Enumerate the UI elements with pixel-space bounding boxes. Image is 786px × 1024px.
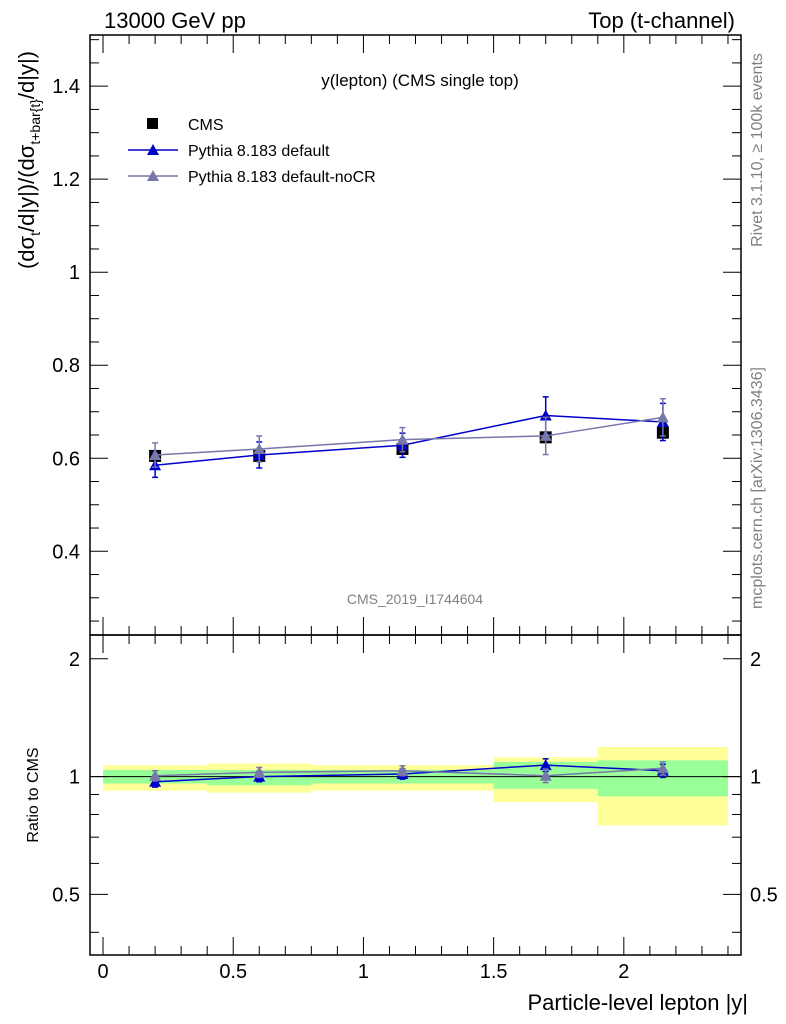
- x-tick-label: 0: [97, 961, 108, 983]
- data-marks: [149, 396, 669, 788]
- x-tick-label: 0.5: [219, 961, 247, 983]
- ratio-y-tick-label-right: 1: [750, 767, 761, 789]
- x-tick-label: 1.5: [480, 961, 508, 983]
- plot-title: y(lepton) (CMS single top): [321, 71, 518, 90]
- ratio-y-tick-label-right: 2: [750, 649, 761, 671]
- legend-label-cms: CMS: [188, 117, 224, 134]
- mcplots-label: mcplots.cern.ch [arXiv:1306.3436]: [749, 367, 766, 609]
- point-2-4: [656, 411, 669, 423]
- series-line-2: [155, 416, 663, 456]
- x-axis-label: Particle-level lepton |y|: [527, 990, 748, 1015]
- y-tick-label: 0.4: [52, 541, 80, 563]
- ratio-point-1-3: [539, 759, 552, 771]
- legend-marker-default: [147, 144, 159, 155]
- ratio-point-2-0: [149, 769, 162, 781]
- ratio-bands: [90, 747, 741, 826]
- main-ylabel: (dσt/d|y|)/(dσt+bar{t}/d|y|): [14, 51, 43, 269]
- watermark: CMS_2019_I1744604: [347, 591, 483, 607]
- ratio-ylabel: Ratio to CMS: [25, 747, 42, 842]
- point-2-0: [149, 449, 162, 460]
- ratio-y-tick-label-right: 0.5: [750, 884, 778, 906]
- y-tick-label: 1.4: [52, 76, 80, 98]
- y-tick-label: 1.2: [52, 169, 80, 191]
- point-2-1: [253, 442, 266, 454]
- svg-text:(dσt/d|y|)/(dσt+bar{t}/d|y|): (dσt/d|y|)/(dσt+bar{t}/d|y|): [14, 51, 43, 269]
- legend-marker-nocr: [147, 170, 159, 181]
- y-tick-label: 1: [69, 262, 80, 284]
- y-tick-label: 0.8: [52, 355, 80, 377]
- legend-label-default: Pythia 8.183 default: [188, 143, 330, 160]
- ratio-y-tick-label-left: 0.5: [52, 884, 80, 906]
- ratio-y-tick-label-left: 2: [69, 649, 80, 671]
- axes: 0 0.5 1 1.5 2 0.4 0.6 0.8 1 1.2 1.4 0.5 0.5 1 1 2 2: [52, 34, 778, 983]
- point-2-2: [396, 433, 409, 445]
- rivet-label: Rivet 3.1.10, ≥ 100k events: [749, 53, 766, 247]
- point-2-3: [539, 429, 552, 441]
- ratio-point-2-3: [539, 769, 552, 781]
- x-tick-label: 1: [358, 961, 369, 983]
- ratio-point-2-2: [396, 764, 409, 776]
- ratio-y-tick-label-left: 1: [69, 767, 80, 789]
- header-right: Top (t-channel): [588, 8, 735, 33]
- legend-label-nocr: Pythia 8.183 default-noCR: [188, 169, 376, 186]
- x-tick-label: 2: [618, 961, 629, 983]
- series-line-1: [155, 414, 663, 466]
- y-tick-label: 0.6: [52, 448, 80, 470]
- header-left: 13000 GeV pp: [104, 8, 246, 33]
- ratio-point-2-4: [656, 762, 669, 774]
- ratio-point-2-1: [253, 766, 266, 778]
- legend: CMS Pythia 8.183 default Pythia 8.183 de…: [128, 117, 376, 186]
- legend-marker-cms: [147, 118, 158, 129]
